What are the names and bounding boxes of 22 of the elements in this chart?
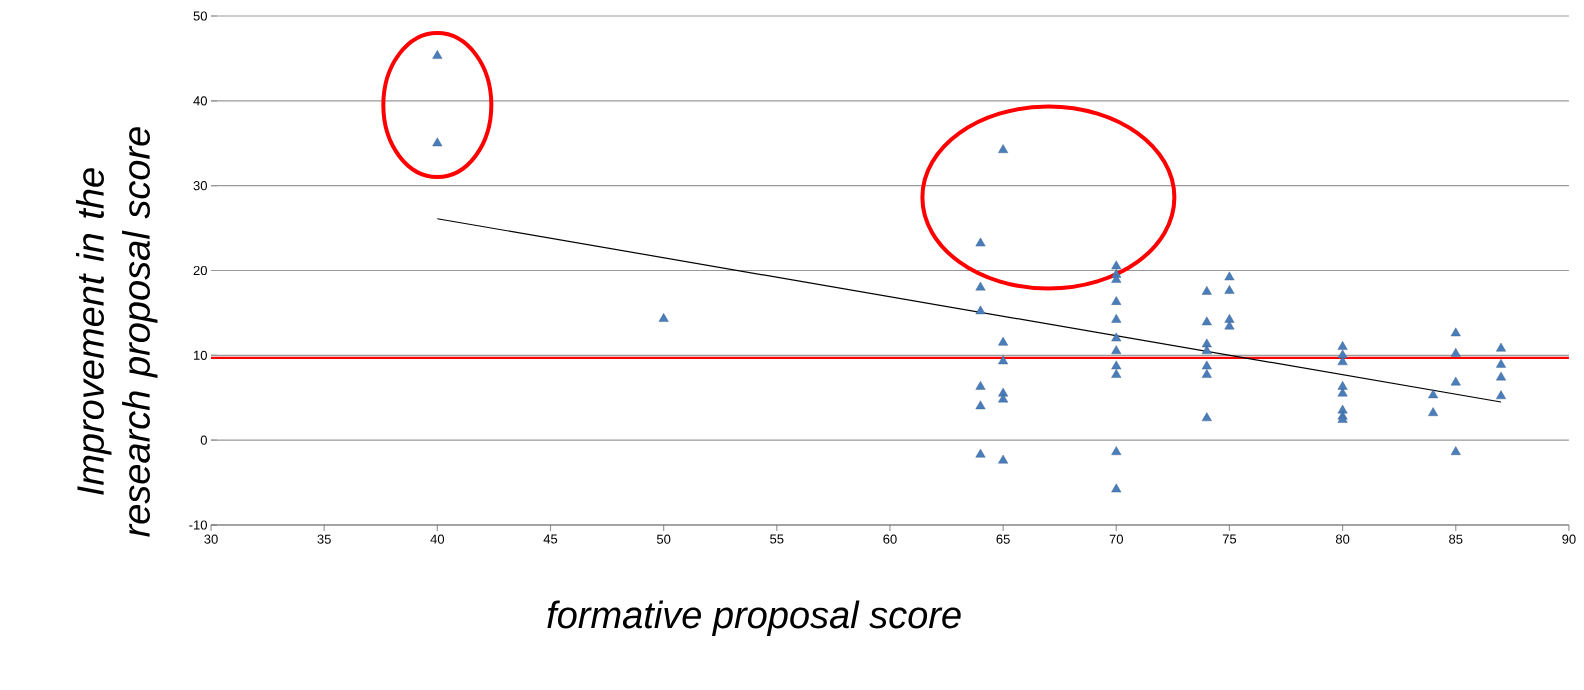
y-tick-label: 0 xyxy=(200,435,207,445)
x-tick-label: 50 xyxy=(656,534,671,544)
y-tick-label: 40 xyxy=(193,96,207,106)
x-tick-label: 35 xyxy=(317,534,331,544)
x-tick-label: 80 xyxy=(1335,534,1350,544)
x-tick-label: 65 xyxy=(996,534,1010,544)
x-tick-label: 70 xyxy=(1109,534,1124,544)
y-tick-label: 20 xyxy=(193,265,207,276)
x-tick-label: 30 xyxy=(204,534,218,544)
x-tick-label: 90 xyxy=(1562,534,1576,544)
y-axis-title: Improvement in the research proposal score xyxy=(76,127,158,537)
x-tick-label: 55 xyxy=(770,534,784,544)
y-tick-label: 10 xyxy=(194,350,207,360)
x-axis-title: formative proposal score xyxy=(547,600,961,636)
y-tick-label: 30 xyxy=(193,181,207,191)
y-tick-label: -10 xyxy=(189,520,207,530)
x-tick-label: 75 xyxy=(1222,534,1237,544)
x-tick-label: 60 xyxy=(883,534,897,544)
x-tick-label: 85 xyxy=(1449,534,1463,544)
x-tick-label: 45 xyxy=(543,534,558,544)
y-tick-label: 50 xyxy=(193,11,207,21)
x-tick-label: 40 xyxy=(430,534,445,544)
